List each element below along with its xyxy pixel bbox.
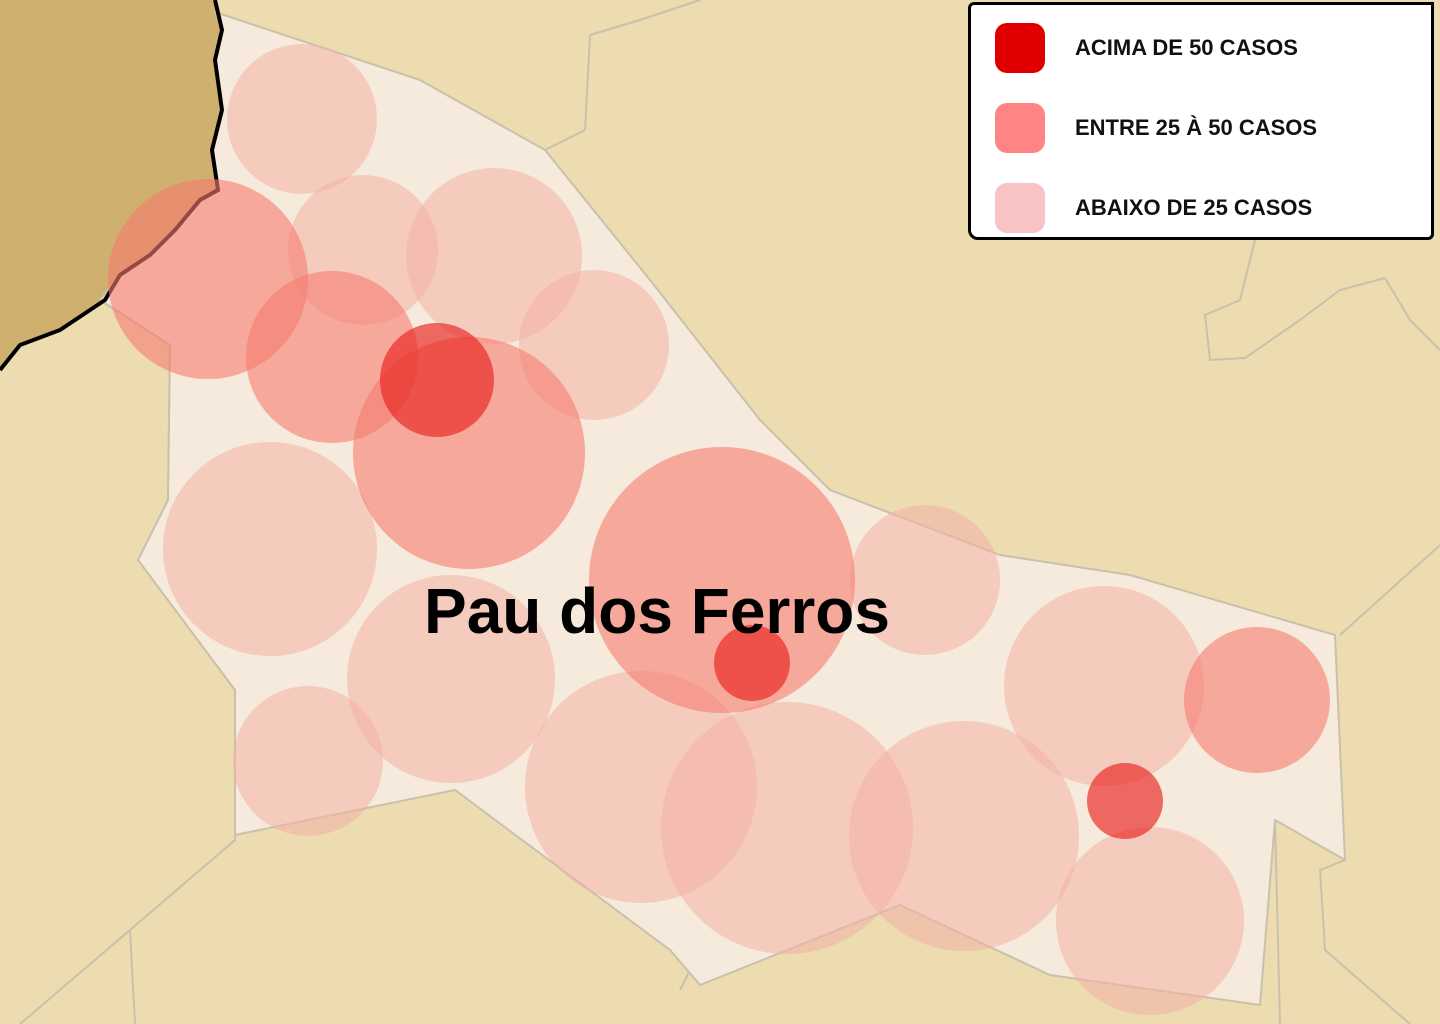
legend-label-high: ACIMA DE 50 CASOS xyxy=(1075,35,1298,60)
case-marker-high-18 xyxy=(380,323,494,437)
case-marker-high-19 xyxy=(714,625,790,701)
legend-label-low: ABAIXO DE 25 CASOS xyxy=(1075,195,1313,220)
case-marker-mid-17 xyxy=(1184,627,1330,773)
legend-item-low: ABAIXO DE 25 CASOS xyxy=(995,183,1312,233)
legend-swatch-high xyxy=(995,23,1045,73)
case-marker-low-8 xyxy=(661,702,913,954)
legend-label-medium: ENTRE 25 À 50 CASOS xyxy=(1075,115,1318,140)
case-marker-low-12 xyxy=(1056,827,1244,1015)
case-marker-mid-15 xyxy=(589,447,855,713)
case-marker-mid-16 xyxy=(246,271,418,443)
case-marker-low-5 xyxy=(347,575,555,783)
case-markers xyxy=(108,44,1330,1015)
case-marker-low-4 xyxy=(163,442,377,656)
region-name-label: Pau dos Ferros xyxy=(424,575,890,647)
legend-item-medium: ENTRE 25 À 50 CASOS xyxy=(995,103,1317,153)
case-marker-high-20 xyxy=(1087,763,1163,839)
case-marker-low-0 xyxy=(227,44,377,194)
legend-box: ACIMA DE 50 CASOS ENTRE 25 À 50 CASOS AB… xyxy=(968,2,1434,240)
case-marker-low-10 xyxy=(850,505,1000,655)
neighbor-state-area xyxy=(0,0,222,370)
case-marker-low-6 xyxy=(233,686,383,836)
case-marker-low-9 xyxy=(849,721,1079,951)
legend-item-high: ACIMA DE 50 CASOS xyxy=(995,23,1298,73)
case-marker-low-11 xyxy=(1004,586,1204,786)
legend-swatch-medium xyxy=(995,103,1045,153)
legend-swatch-low xyxy=(995,183,1045,233)
